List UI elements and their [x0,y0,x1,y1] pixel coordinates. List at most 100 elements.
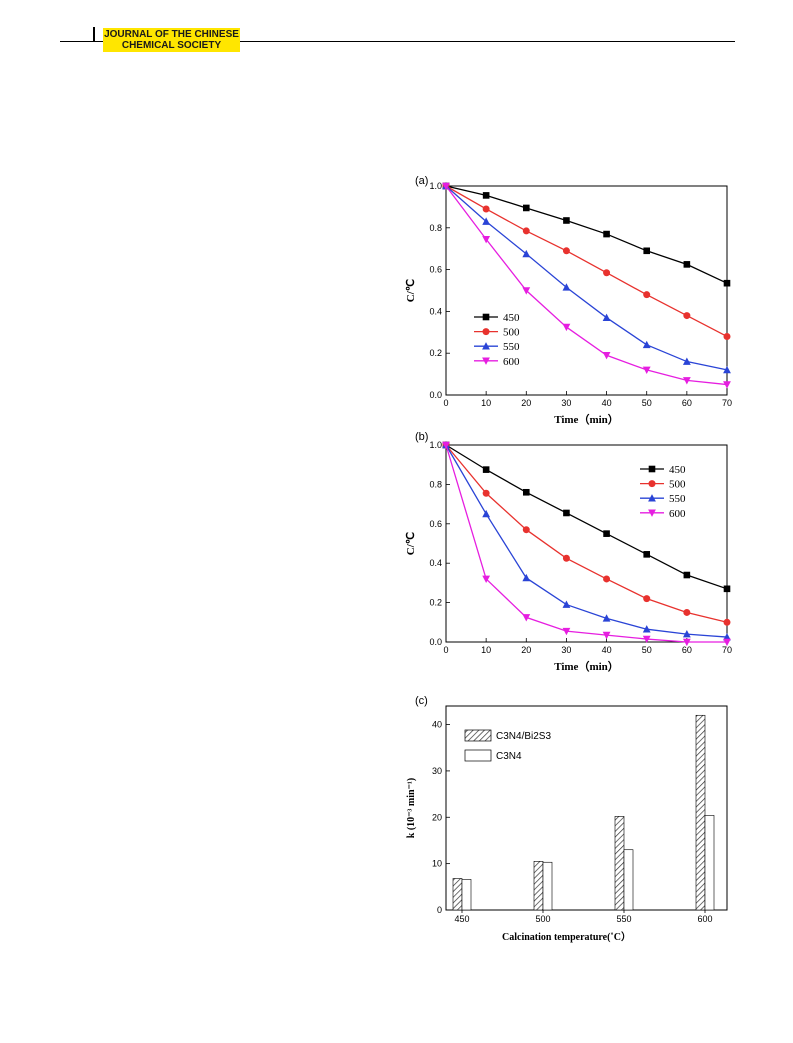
chart-a-plot-frame [445,185,728,396]
chart-b-point-500 [723,618,731,626]
chart-c-bar-hatched-450 [452,878,463,911]
chart-b-legend-label-600: 600 [669,508,686,520]
chart-c-x-axis-title: Calcination temperature(˚C） [502,930,631,943]
journal-name-line1: JOURNAL OF THE CHINESE [104,29,239,40]
chart-c-legend-label-1: C3N4 [496,751,522,762]
chart-a-point-600 [562,323,571,332]
chart-c-legend-swatch-1 [464,749,492,762]
chart-a-point-500 [603,269,611,277]
chart-a-point-550 [682,357,691,365]
chart-b-x-tick-label: 0 [443,645,448,655]
chart-a-point-450 [603,230,610,238]
chart-b-plot-frame [445,444,728,643]
chart-a-y-tick-label: 0.4 [429,306,442,316]
chart-a-point-450 [723,279,731,287]
chart-c-legend-label-0: C3N4/Bi2S3 [496,731,551,742]
chart-b-x-tick-label: 70 [722,645,732,655]
chart-b-point-450 [643,551,651,558]
chart-b-point-600 [602,631,611,640]
chart-b-y-tick-label: 0.2 [429,598,442,608]
chart-b-point-450 [723,585,731,593]
chart-a-point-550 [642,340,651,349]
chart-a-legend-label-500: 500 [503,327,520,339]
chart-a-y-tick-label: 0.2 [429,348,442,358]
chart-c-y-tick-label: 10 [432,859,442,869]
chart-a-point-600 [602,351,611,360]
chart-b-y-axis-title: C/℃ [405,532,417,555]
chart-c-bar-open-500 [542,861,553,911]
chart-a-point-450 [482,192,490,199]
chart-a-point-600 [482,235,491,244]
chart-b-series-line-500 [445,444,728,623]
chart-b-point-450 [563,509,570,517]
chart-a-point-550 [723,365,731,374]
chart-a-legend-marker-450 [482,313,490,321]
chart-a-x-tick-label: 40 [602,398,612,408]
chart-c-panel-label: (c) [415,695,428,707]
chart-b-y-tick-label: 0.4 [429,558,442,568]
chart-b-point-600 [482,575,491,584]
chart-b-point-550 [602,614,611,622]
chart-b-point-600 [642,635,651,644]
chart-a-y-tick-label: 0.0 [429,390,442,400]
chart-c-legend-swatch-0 [464,729,492,742]
chart-b-point-500 [643,595,651,603]
chart-a-x-tick-label: 30 [561,398,571,408]
chart-a-point-450 [522,204,530,212]
chart-b-x-tick-label: 10 [481,645,491,655]
chart-b-y-tick-label: 0.8 [429,479,442,489]
chart-a-series-line-450 [445,185,728,284]
chart-a-x-axis-title: Time（min） [554,413,619,426]
chart-a-x-tick-label: 0 [443,398,448,408]
chart-a-series-line-600 [445,185,728,386]
chart-a-legend-marker-500 [482,328,490,336]
chart-a-x-tick-label: 50 [642,398,652,408]
chart-b-point-550 [562,600,571,608]
chart-a-point-500 [683,312,691,320]
chart-b-point-450 [522,488,530,496]
chart-a-point-500 [562,247,570,255]
chart-c-bar-open-600 [704,815,715,911]
chart-a-point-600 [723,381,731,389]
chart-c-x-tick-label: 500 [535,914,550,924]
chart-b-legend-label-500: 500 [669,479,686,491]
chart-b-point-600 [442,441,450,450]
chart-c-x-tick-label: 550 [616,914,631,924]
chart-a-point-500 [482,205,490,213]
journal-name-line2: CHEMICAL SOCIETY [121,40,222,51]
chart-a-legend-label-600: 600 [503,356,520,368]
chart-a-y-axis-title: C/℃ [405,279,417,302]
chart-c-y-axis-title: k (10⁻³ min⁻¹) [406,778,417,838]
chart-b-x-tick-label: 50 [642,645,652,655]
chart-b-point-450 [482,466,490,473]
chart-a-point-450 [683,261,691,268]
chart-c-bar-open-450 [461,879,472,911]
chart-a-point-450 [643,247,651,255]
chart-b-legend-marker-600 [648,509,656,517]
chart-c: (c) 0 10 20 30 40 450 500 550 600 Calcination temp… [406,695,728,943]
chart-c-bar-hatched-600 [695,714,706,911]
chart-a-point-600 [522,287,531,295]
chart-b-legend-marker-550 [648,494,656,502]
chart-b-x-tick-label: 40 [602,645,612,655]
chart-b-point-500 [562,554,570,562]
chart-b-legend-marker-450 [648,465,656,473]
chart-a-legend-label-550: 550 [503,341,520,353]
chart-a-point-550 [562,283,571,291]
chart-b-x-tick-label: 60 [682,645,692,655]
chart-b-point-500 [522,526,530,534]
chart-a-x-tick-label: 20 [521,398,531,408]
chart-b-x-tick-label: 30 [561,645,571,655]
chart-b-legend-label-550: 550 [669,493,686,505]
chart-a-point-500 [522,227,530,235]
chart-a-series-line-550 [445,185,728,371]
chart-a-series-line-500 [445,185,728,338]
chart-b-point-550 [522,573,531,582]
chart-b-point-600 [562,627,571,636]
chart-b-point-550 [642,625,651,633]
chart-a-point-550 [522,249,531,258]
chart-b: (b) 0 10 20 30 40 50 60 70 0.0 0.2 0.4 0.6 0.8 1.0 Time… [405,431,732,673]
chart-a-panel-label: (a) [415,175,428,187]
chart-a-point-600 [682,377,691,385]
chart-b-panel-label: (b) [415,431,428,443]
